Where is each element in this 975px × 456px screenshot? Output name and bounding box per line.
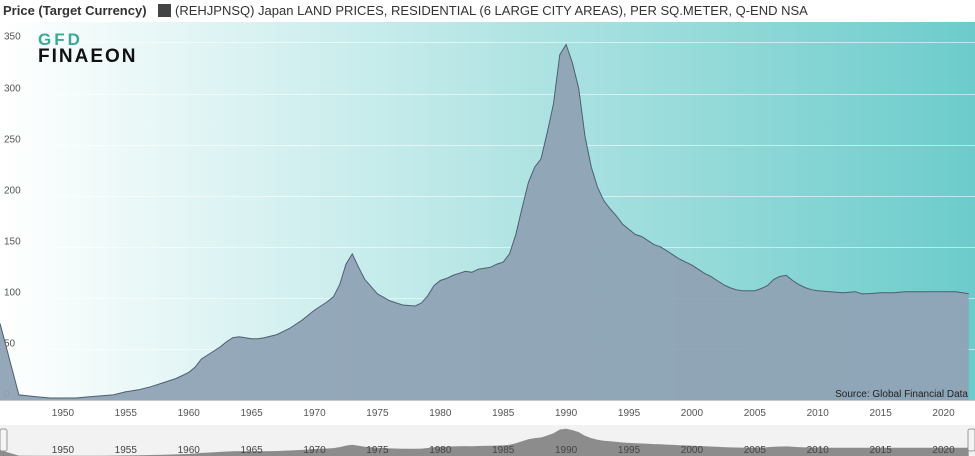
navigator-tick-label: 1955 (115, 445, 138, 456)
navigator-tick-label: 1970 (303, 445, 326, 456)
x-tick-label: 1990 (555, 408, 578, 419)
x-tick-label: 2000 (681, 408, 704, 419)
x-tick-label: 1985 (492, 408, 515, 419)
navigator-tick-label: 1985 (492, 445, 515, 456)
navigator-tick-label: 1990 (555, 445, 578, 456)
navigator-tick-label: 2010 (807, 445, 830, 456)
navigator-tick-label: 1965 (240, 445, 263, 456)
series-line[interactable] (0, 43, 969, 399)
y-tick-label: 250 (4, 135, 21, 146)
navigator-tick-label: 2000 (681, 445, 704, 456)
y-tick-label: 200 (4, 186, 21, 197)
y-tick-label: 50 (4, 339, 16, 350)
navigator-tick-label: 1960 (178, 445, 201, 456)
x-tick-label: 1955 (115, 408, 138, 419)
logo-line-finaeon: FINAEON (38, 46, 138, 67)
source-credit: Source: Global Financial Data (835, 389, 968, 400)
navigator-tick-label: 2020 (932, 445, 955, 456)
navigator-tick-label: 1995 (618, 445, 641, 456)
x-tick-label: 1970 (303, 408, 326, 419)
navigator-tick-label: 2015 (870, 445, 893, 456)
navigator-left-handle[interactable] (0, 428, 8, 452)
y-tick-label: 300 (4, 84, 21, 95)
x-tick-label: 1975 (366, 408, 389, 419)
x-tick-label: 1960 (178, 408, 201, 419)
navigator-tick-label: 1975 (366, 445, 389, 456)
navigator-tick-label: 2005 (744, 445, 767, 456)
x-tick-label: 2005 (744, 408, 767, 419)
legend-item-label[interactable]: (REHJPNSQ) Japan LAND PRICES, RESIDENTIA… (175, 3, 808, 18)
navigator-series-area (0, 428, 969, 456)
navigator-tick-label: 1980 (429, 445, 452, 456)
legend-swatch[interactable] (158, 4, 171, 17)
x-tick-label: 2020 (932, 408, 955, 419)
x-tick-labels: 1950 1955 1960 1965 1970 1975 1980 1985 1990 1995… (52, 408, 955, 419)
y-axis-title: Price (Target Currency) (3, 3, 147, 18)
gfd-finaeon-logo: GFD FINAEON (38, 31, 138, 66)
x-tick-label: 2010 (807, 408, 830, 419)
chart-header: Price (Target Currency) (REHJPNSQ) Japan… (0, 0, 975, 22)
navigator-right-handle[interactable] (967, 428, 975, 452)
series-area[interactable] (0, 44, 969, 401)
y-tick-label: 150 (4, 237, 21, 248)
x-tick-label: 1980 (429, 408, 452, 419)
x-tick-label: 1950 (52, 408, 75, 419)
y-tick-label: 350 (4, 32, 21, 43)
navigator[interactable]: 1950 1955 1960 1965 1970 1975 1980 1985 1990 1995… (0, 425, 975, 456)
x-tick-label: 1965 (240, 408, 263, 419)
x-tick-label: 1995 (618, 408, 641, 419)
x-tick-label: 2015 (870, 408, 893, 419)
y-tick-label: 100 (4, 288, 21, 299)
area-chart: 050100150200250300350 195019551960196519… (0, 22, 975, 456)
navigator-tick-labels: 1950 1955 1960 1965 1970 1975 1980 1985 1990 1995… (52, 445, 955, 456)
navigator-tick-label: 1950 (52, 445, 75, 456)
logo-line-gfd: GFD (38, 30, 83, 49)
